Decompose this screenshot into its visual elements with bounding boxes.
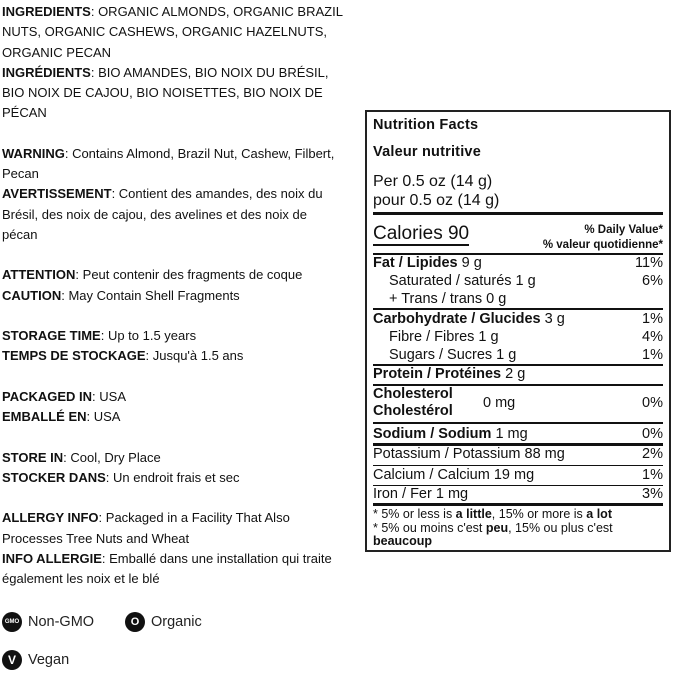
calcium-row: Calcium / Calcium 19 mg 1%	[373, 467, 663, 483]
trans-row: + Trans / trans 0 g	[389, 291, 507, 307]
divider	[373, 364, 663, 366]
divider	[373, 308, 663, 310]
text-line: TEMPS DE STOCKAGE: Jusqu'à 1.5 ans	[2, 348, 244, 364]
calories-row: Calories 90 % Daily Value* % valeur quot…	[373, 223, 663, 251]
text-line: STORAGE TIME: Up to 1.5 years	[2, 328, 197, 343]
text-line: Pecan	[2, 166, 39, 181]
badge-label: Organic	[151, 614, 202, 630]
text-line: INGRÉDIENTS: BIO AMANDES, BIO NOIX DU BR…	[2, 64, 329, 80]
text-line	[2, 245, 372, 265]
cholesterol-label-fr: Cholestérol	[373, 403, 453, 419]
daily-value-en: % Daily Value*	[584, 224, 663, 236]
text-line: Processes Tree Nuts and Wheat	[2, 530, 190, 546]
text-line: WARNING: Contains Almond, Brazil Nut, Ca…	[2, 145, 335, 161]
divider	[373, 212, 663, 215]
footnote-fr: * 5% ou moins c'est peu, 15% ou plus c'e…	[373, 521, 613, 535]
divider	[373, 503, 663, 506]
fat-row: Fat / Lipides 9 g 11%	[373, 255, 663, 271]
text-line: PACKAGED IN: USA	[2, 388, 127, 404]
divider	[373, 384, 663, 386]
vegan-icon: V	[2, 650, 22, 670]
text-line: ALLERGY INFO: Packaged in a Facility Tha…	[2, 510, 290, 526]
footnote-en: * 5% or less is a little, 15% or more is…	[373, 507, 612, 521]
carbohydrate-row: Carbohydrate / Glucides 3 g 1%	[373, 311, 663, 327]
text-line	[2, 427, 372, 447]
protein-row: Protein / Protéines 2 g	[373, 366, 526, 382]
badge-non-gmo: GMO Non-GMO	[2, 612, 94, 632]
text-line: NUTS, ORGANIC CASHEWS, ORGANIC HAZELNUTS…	[2, 24, 328, 40]
text-line: INGREDIENTS: ORGANIC ALMONDS, ORGANIC BR…	[2, 4, 343, 19]
badge-organic: O Organic	[125, 612, 202, 632]
organic-icon: O	[125, 612, 145, 632]
text-line: BIO NOIX DE CAJOU, BIO NOISETTES, BIO NO…	[2, 85, 323, 100]
iron-row: Iron / Fer 1 mg 3%	[373, 486, 663, 502]
nutrition-facts-table: Nutrition Facts Valeur nutritive Per 0.5…	[365, 110, 671, 552]
text-line: pécan	[2, 226, 38, 242]
text-line: PÉCAN	[2, 105, 47, 121]
nutrition-title-fr: Valeur nutritive	[373, 144, 481, 160]
daily-value-fr: % valeur quotidienne*	[542, 239, 663, 251]
text-line: ORGANIC PECAN	[2, 44, 112, 60]
text-line	[2, 124, 372, 144]
divider	[373, 253, 663, 255]
text-line: STOCKER DANS: Un endroit frais et sec	[2, 469, 240, 485]
badge-vegan: V Vegan	[2, 650, 69, 670]
text-line: Brésil, des noix de cajou, des avelines …	[2, 206, 307, 222]
text-line: ATTENTION: Peut contenir des fragments d…	[2, 267, 303, 283]
potassium-row: Potassium / Potassium 88 mg 2%	[373, 446, 663, 462]
nutrition-title-en: Nutrition Facts	[373, 117, 479, 133]
cholesterol-row: Cholesterol 0 mg 0%	[373, 386, 663, 411]
divider	[373, 443, 663, 446]
text-line: CAUTION: May Contain Shell Fragments	[2, 287, 240, 303]
badge-label: Non-GMO	[28, 614, 95, 630]
badge-label: Vegan	[28, 652, 70, 668]
text-line: AVERTISSEMENT: Contient des amandes, des…	[2, 186, 323, 202]
serving-size-en: Per 0.5 oz (14 g)	[373, 173, 493, 190]
sodium-row: Sodium / Sodium 1 mg 0%	[373, 426, 663, 442]
footnote-fr-cont: beaucoup	[373, 534, 433, 548]
text-line: EMBALLÉ EN: USA	[2, 409, 121, 424]
product-info-text: INGREDIENTS: ORGANIC ALMONDS, ORGANIC BR…	[2, 2, 372, 589]
sugars-row: Sugars / Sucres 1 g 1%	[389, 347, 663, 363]
divider	[373, 485, 663, 486]
fibre-row: Fibre / Fibres 1 g 4%	[389, 329, 663, 345]
text-line	[2, 367, 372, 387]
text-line: également les noix et le blé	[2, 571, 160, 586]
calories-label: Calories 90	[373, 223, 470, 246]
non-gmo-icon: GMO	[2, 612, 22, 632]
serving-size-fr: pour 0.5 oz (14 g)	[373, 192, 500, 209]
text-line	[2, 488, 372, 508]
text-line: STORE IN: Cool, Dry Place	[2, 449, 161, 465]
text-line: INFO ALLERGIE: Emballé dans une installa…	[2, 550, 332, 566]
saturated-row: Saturated / saturés 1 g 6%	[389, 273, 663, 289]
divider	[373, 422, 663, 424]
text-line	[2, 306, 372, 326]
divider	[373, 465, 663, 466]
